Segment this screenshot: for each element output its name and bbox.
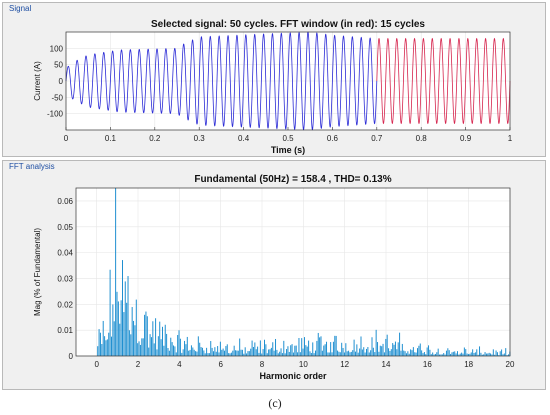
fft-x-tick-label: 0 (94, 360, 99, 369)
fft-window-series-line (376, 37, 511, 125)
fft-x-tick-label: 16 (423, 360, 432, 369)
signal-y-tick-label: -50 (51, 93, 63, 102)
fft-y-tick-label: 0.02 (57, 300, 73, 309)
signal-x-tick-label: 0.8 (416, 134, 428, 143)
fft-chart-title: Fundamental (50Hz) = 158.4 , THD= 0.13% (194, 174, 391, 185)
figure-caption: (c) (268, 396, 282, 410)
fft-x-tick-label: 20 (506, 360, 515, 369)
signal-x-tick-label: 0.5 (282, 134, 294, 143)
fft-x-tick-label: 14 (382, 360, 391, 369)
fft-y-axis-label: Mag (% of Fundamental) (33, 228, 42, 316)
signal-x-tick-label: 0 (64, 134, 69, 143)
signal-y-tick-label: 50 (54, 61, 63, 70)
signal-panel-label: Signal (9, 4, 32, 13)
fft-x-tick-label: 8 (260, 360, 265, 369)
fft-y-tick-label: 0.05 (57, 223, 73, 232)
signal-y-axis-label: Current (A) (33, 61, 42, 101)
fft-x-tick-label: 2 (136, 360, 141, 369)
signal-chart-title: Selected signal: 50 cycles. FFT window (… (151, 19, 425, 30)
fft-plot-frame (75, 187, 511, 357)
signal-x-axis-label: Time (s) (271, 145, 305, 155)
signal-y-tick-label: 100 (50, 44, 64, 53)
fft-y-tick-label: 0.06 (57, 197, 73, 206)
signal-x-tick-label: 0.2 (149, 134, 161, 143)
signal-x-tick-label: 0.6 (327, 134, 339, 143)
signal-x-tick-label: 0.1 (105, 134, 117, 143)
fft-y-tick-label: 0.04 (57, 249, 73, 258)
fft-panel-label: FFT analysis (9, 162, 55, 171)
fft-y-tick-label: 0.01 (57, 326, 73, 335)
signal-x-tick-label: 0.4 (238, 134, 250, 143)
fft-x-tick-label: 18 (464, 360, 473, 369)
signal-x-tick-label: 1 (508, 134, 513, 143)
signal-y-tick-label: 0 (59, 77, 64, 86)
signal-x-tick-label: 0.7 (371, 134, 383, 143)
charts-canvas: 0 0.1 0.2 0.3 0.4 0.5 0.6 0.7 0.8 0.9 1 -100 -50 0 50 1… (33, 19, 515, 381)
signal-plot-frame (65, 31, 511, 131)
fft-y-tick-label: 0 (69, 352, 74, 361)
signal-series-line (65, 31, 378, 131)
fft-x-axis-label: Harmonic order (259, 371, 327, 381)
fft-x-tick-label: 4 (177, 360, 182, 369)
fft-x-tick-label: 10 (299, 360, 308, 369)
signal-x-tick-label: 0.3 (194, 134, 206, 143)
fft-y-tick-label: 0.03 (57, 274, 73, 283)
fft-plot-area (76, 188, 510, 356)
fft-x-tick-label: 12 (340, 360, 349, 369)
fft-x-tick-label: 6 (218, 360, 223, 369)
signal-y-tick-label: -100 (47, 110, 64, 119)
signal-x-tick-label: 0.9 (460, 134, 472, 143)
